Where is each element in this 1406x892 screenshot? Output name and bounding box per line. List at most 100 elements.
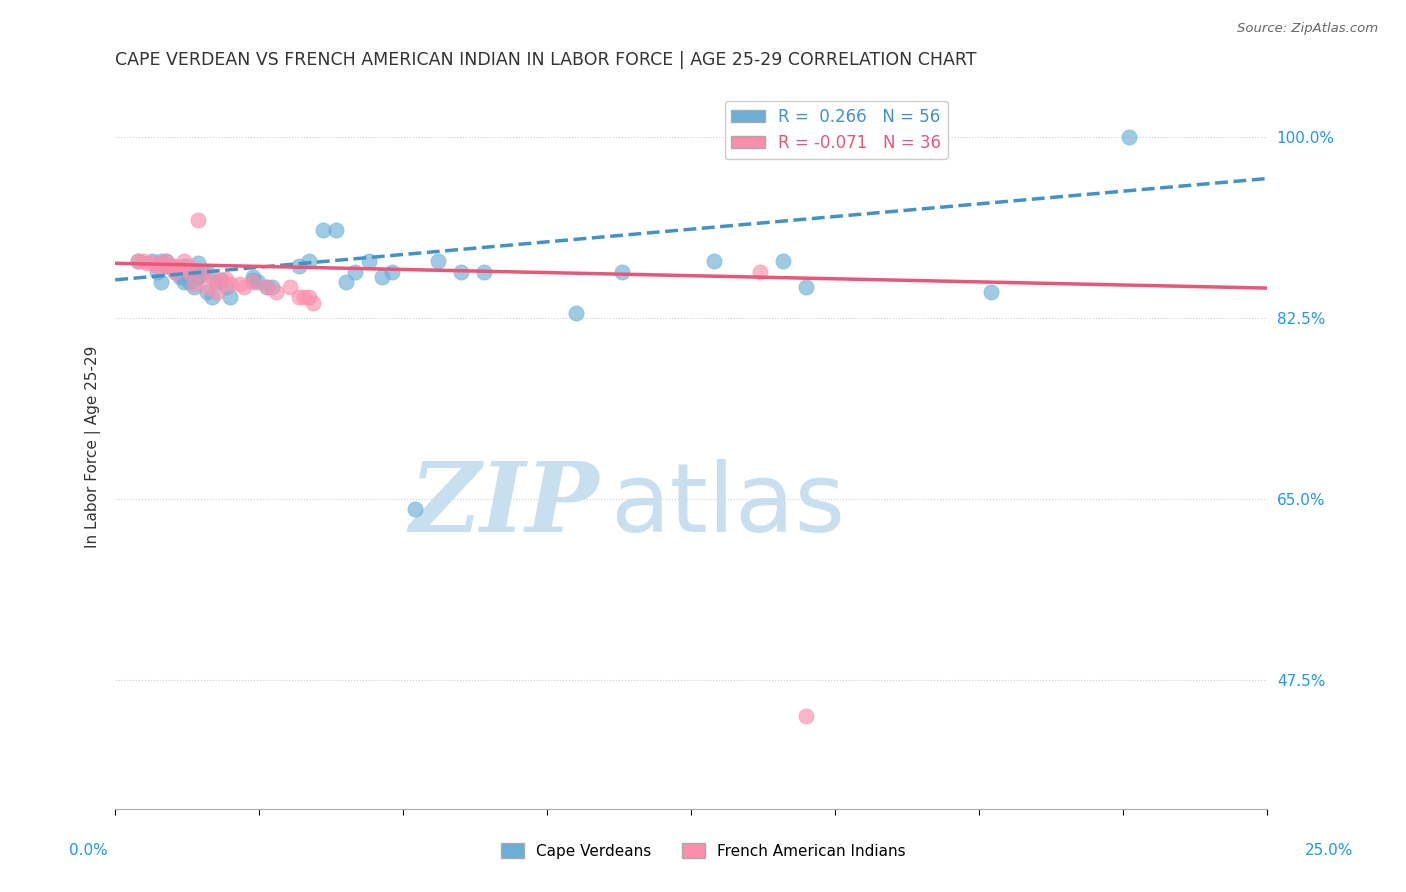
Point bbox=[169, 261, 191, 276]
Point bbox=[127, 254, 149, 268]
Point bbox=[209, 273, 232, 287]
Point bbox=[565, 306, 588, 320]
Point bbox=[292, 290, 315, 304]
Point bbox=[749, 264, 772, 278]
Point bbox=[169, 269, 191, 284]
Point bbox=[165, 264, 187, 278]
Point bbox=[703, 254, 725, 268]
Text: CAPE VERDEAN VS FRENCH AMERICAN INDIAN IN LABOR FORCE | AGE 25-29 CORRELATION CH: CAPE VERDEAN VS FRENCH AMERICAN INDIAN I… bbox=[115, 51, 977, 69]
Point bbox=[209, 273, 232, 287]
Point bbox=[426, 254, 449, 268]
Point bbox=[150, 275, 173, 289]
Text: 25.0%: 25.0% bbox=[1305, 843, 1353, 858]
Point bbox=[278, 280, 301, 294]
Point bbox=[219, 277, 242, 291]
Point bbox=[381, 264, 404, 278]
Point bbox=[183, 277, 205, 291]
Point bbox=[145, 264, 167, 278]
Point bbox=[155, 260, 177, 274]
Point bbox=[266, 285, 288, 300]
Point bbox=[177, 275, 200, 289]
Point bbox=[772, 254, 794, 268]
Point bbox=[187, 269, 209, 284]
Y-axis label: In Labor Force | Age 25-29: In Labor Force | Age 25-29 bbox=[86, 346, 101, 549]
Point bbox=[794, 280, 817, 294]
Point bbox=[187, 212, 209, 227]
Point bbox=[288, 290, 311, 304]
Text: 0.0%: 0.0% bbox=[69, 843, 108, 858]
Point bbox=[136, 256, 159, 270]
Point bbox=[173, 254, 195, 268]
Point bbox=[183, 280, 205, 294]
Point bbox=[794, 709, 817, 723]
Point bbox=[311, 223, 333, 237]
Point bbox=[195, 280, 218, 294]
Point bbox=[215, 272, 238, 286]
Point bbox=[357, 254, 380, 268]
Point bbox=[288, 260, 311, 274]
Legend: Cape Verdeans, French American Indians: Cape Verdeans, French American Indians bbox=[495, 837, 911, 864]
Point bbox=[610, 264, 633, 278]
Point bbox=[159, 260, 181, 274]
Point bbox=[298, 254, 321, 268]
Point bbox=[242, 275, 264, 289]
Point bbox=[177, 264, 200, 278]
Point bbox=[187, 256, 209, 270]
Point bbox=[150, 254, 173, 268]
Point bbox=[343, 264, 366, 278]
Point bbox=[1118, 130, 1140, 145]
Point bbox=[472, 264, 495, 278]
Point bbox=[242, 273, 264, 287]
Text: atlas: atlas bbox=[610, 458, 845, 551]
Point bbox=[155, 260, 177, 274]
Point bbox=[173, 269, 195, 284]
Point bbox=[132, 254, 155, 268]
Point bbox=[256, 280, 278, 294]
Text: Source: ZipAtlas.com: Source: ZipAtlas.com bbox=[1237, 22, 1378, 36]
Point bbox=[201, 290, 224, 304]
Point bbox=[233, 280, 256, 294]
Point bbox=[127, 254, 149, 268]
Point bbox=[155, 254, 177, 268]
Point bbox=[298, 290, 321, 304]
Point bbox=[173, 275, 195, 289]
Point bbox=[195, 285, 218, 300]
Point bbox=[228, 277, 250, 291]
Point bbox=[165, 262, 187, 277]
Point bbox=[980, 285, 1002, 300]
Point bbox=[145, 260, 167, 274]
Point bbox=[325, 223, 347, 237]
Point bbox=[150, 256, 173, 270]
Point bbox=[256, 280, 278, 294]
Point bbox=[195, 264, 218, 278]
Point bbox=[215, 280, 238, 294]
Point bbox=[159, 260, 181, 274]
Point bbox=[183, 264, 205, 278]
Point bbox=[187, 269, 209, 284]
Point bbox=[141, 256, 163, 270]
Point bbox=[201, 269, 224, 284]
Point bbox=[260, 280, 283, 294]
Point bbox=[177, 260, 200, 274]
Point bbox=[159, 260, 181, 274]
Point bbox=[242, 269, 264, 284]
Point bbox=[155, 254, 177, 268]
Point bbox=[205, 285, 228, 300]
Point bbox=[450, 264, 472, 278]
Point bbox=[165, 264, 187, 278]
Point bbox=[169, 264, 191, 278]
Text: ZIP: ZIP bbox=[409, 458, 599, 552]
Point bbox=[335, 275, 357, 289]
Point bbox=[141, 254, 163, 268]
Point bbox=[177, 264, 200, 278]
Point bbox=[404, 502, 426, 516]
Point bbox=[165, 260, 187, 274]
Legend: R =  0.266   N = 56, R = -0.071   N = 36: R = 0.266 N = 56, R = -0.071 N = 36 bbox=[724, 101, 948, 159]
Point bbox=[371, 269, 394, 284]
Point bbox=[247, 275, 270, 289]
Point bbox=[191, 264, 214, 278]
Point bbox=[205, 275, 228, 289]
Point bbox=[302, 295, 325, 310]
Point bbox=[191, 264, 214, 278]
Point bbox=[219, 290, 242, 304]
